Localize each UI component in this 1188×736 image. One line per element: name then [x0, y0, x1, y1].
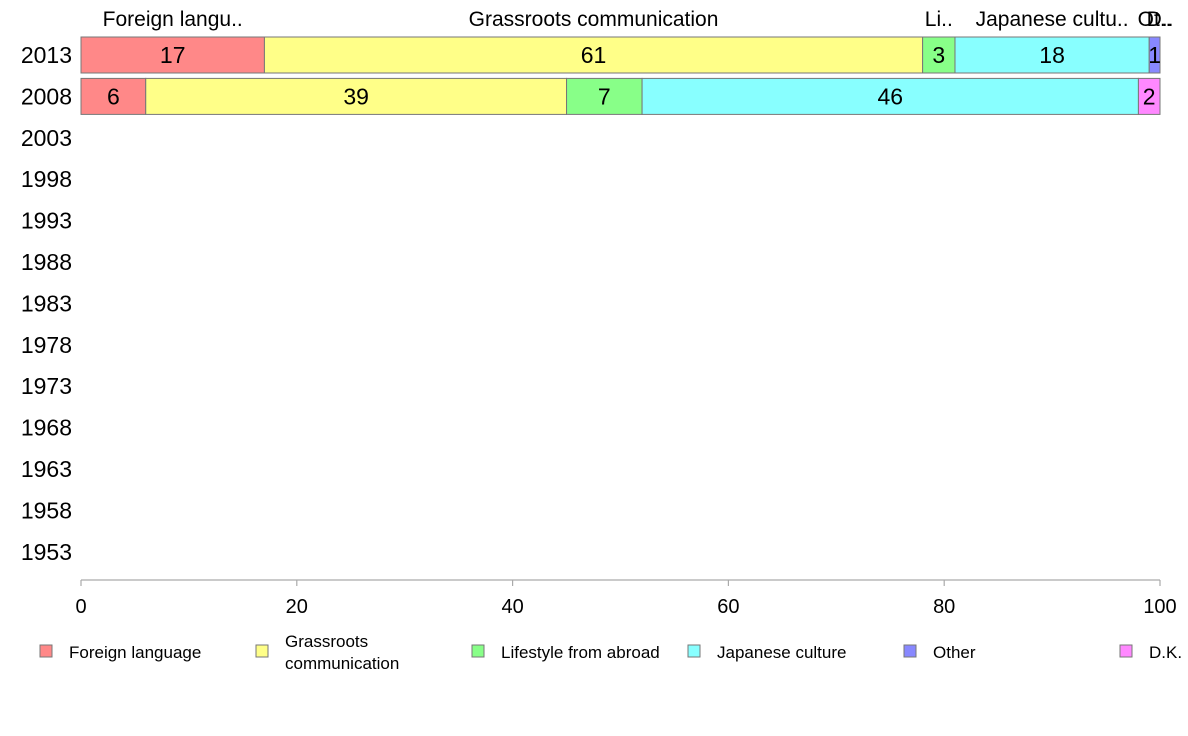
- x-axis: 0 20 40 60 80 100: [75, 579, 1177, 618]
- legend-swatch: [39, 644, 53, 658]
- category-label: 1963: [21, 456, 72, 482]
- category-label: 1978: [21, 332, 72, 358]
- bar-segment: [566, 77, 643, 115]
- x-tick-label: 60: [717, 596, 739, 618]
- bar-value-label: 1: [1148, 42, 1161, 68]
- bar-segment: [263, 36, 924, 74]
- legend-swatch: [255, 644, 269, 658]
- bar-value-label: 39: [343, 83, 369, 109]
- category-label: 1988: [21, 249, 72, 275]
- bar-value-labels: 17 61 3 18 1 6 39 7 46 2: [107, 42, 1161, 109]
- legend-label: communication: [285, 654, 399, 673]
- category-label: 1973: [21, 373, 72, 399]
- category-label: 1968: [21, 415, 72, 441]
- x-tick-label: 40: [501, 596, 523, 618]
- bar-value-label: 18: [1039, 42, 1065, 68]
- x-tick-label: 0: [75, 596, 86, 618]
- bar-segments: [80, 36, 1161, 115]
- top-series-labels: Foreign langu.. Grassroots communication L…: [103, 8, 1174, 31]
- category-label: 2003: [21, 125, 72, 151]
- x-tick-label: 20: [286, 596, 308, 618]
- legend-label: Other: [933, 643, 976, 662]
- legend-swatch: [903, 644, 917, 658]
- legend-swatch: [471, 644, 485, 658]
- top-series-label: Li..: [925, 8, 953, 31]
- top-series-label: D..: [1147, 8, 1174, 31]
- top-series-label: Foreign langu..: [103, 8, 243, 31]
- legend-label: Grassroots: [285, 632, 368, 651]
- bar-segment: [1148, 36, 1161, 74]
- category-label: 2008: [21, 83, 72, 109]
- category-label: 1953: [21, 539, 72, 565]
- bar-value-label: 3: [932, 42, 945, 68]
- legend: Foreign language Grassroots communication L…: [39, 632, 1182, 673]
- bar-value-label: 17: [160, 42, 186, 68]
- legend-swatch: [1119, 644, 1133, 658]
- top-series-label: Japanese cultu..: [976, 8, 1129, 31]
- legend-label: D.K.: [1149, 643, 1182, 662]
- top-series-label: Grassroots communication: [469, 8, 719, 31]
- bar-segment: [80, 77, 147, 115]
- x-tick-label: 100: [1143, 596, 1176, 618]
- category-labels: 2013 2008 2003 1998 1993 1988 1983 1978 1973 1968…: [21, 42, 72, 565]
- bar-segment: [1137, 77, 1161, 115]
- bar-value-label: 61: [581, 42, 607, 68]
- legend-label: Foreign language: [69, 643, 201, 662]
- bar-segment: [145, 77, 568, 115]
- category-label: 1958: [21, 497, 72, 523]
- bar-segment: [641, 77, 1139, 115]
- category-label: 1998: [21, 166, 72, 192]
- top-series-label: Ot..: [1138, 8, 1172, 31]
- legend-label: Lifestyle from abroad: [501, 643, 660, 662]
- bar-value-label: 46: [877, 83, 903, 109]
- bar-value-label: 7: [598, 83, 611, 109]
- bar-value-label: 2: [1143, 83, 1156, 109]
- category-label: 2013: [21, 42, 72, 68]
- category-label: 1993: [21, 208, 72, 234]
- category-label: 1983: [21, 290, 72, 316]
- legend-swatch: [687, 644, 701, 658]
- legend-label: Japanese culture: [717, 643, 846, 662]
- x-tick-label: 80: [933, 596, 955, 618]
- bar-value-label: 6: [107, 83, 120, 109]
